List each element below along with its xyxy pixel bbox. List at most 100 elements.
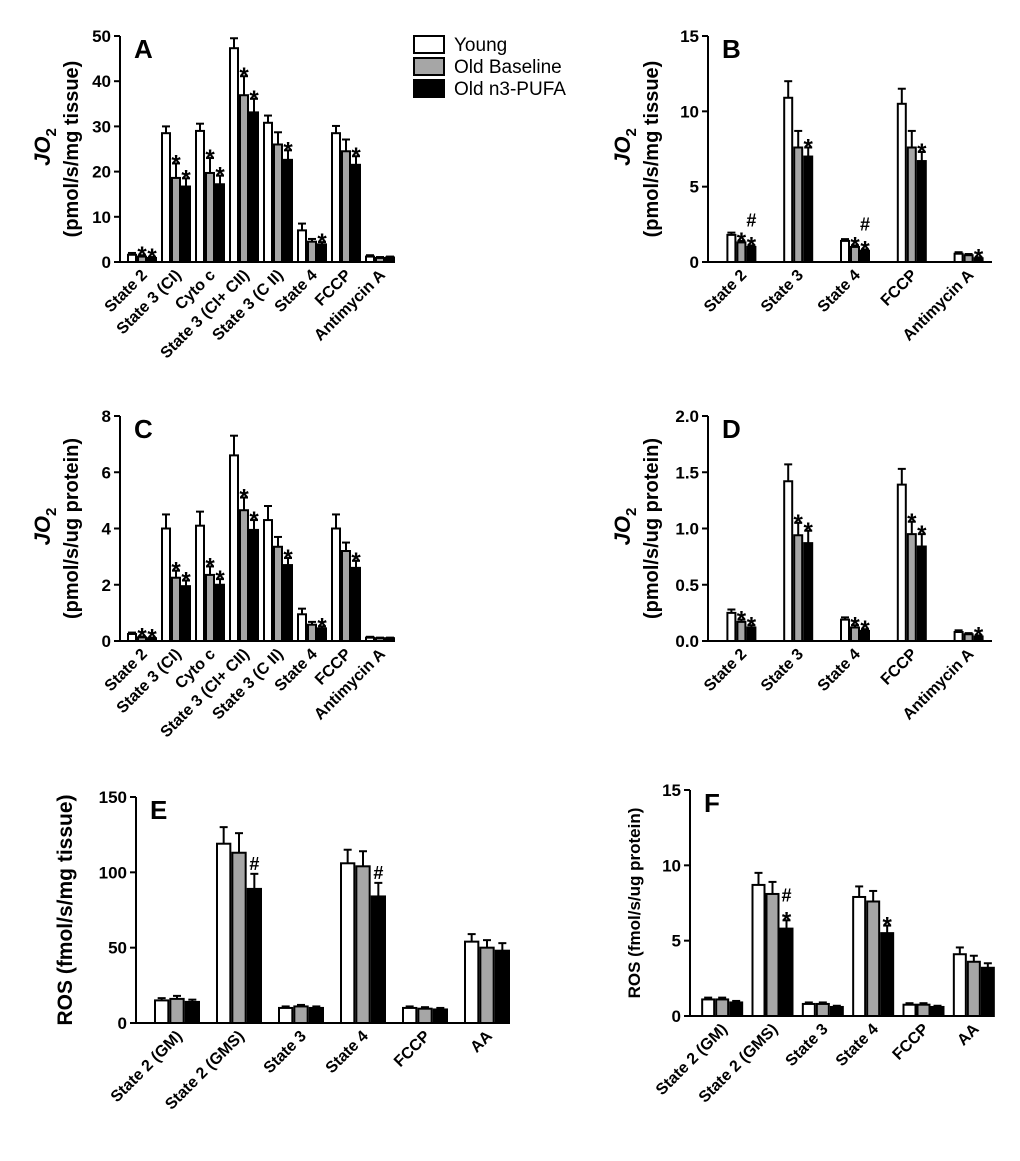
y-axis-label-units: (pmol/s/ug protein) [641,438,663,619]
bar-old-n3-pufa [283,564,293,642]
bar-old-baseline [966,960,981,1018]
panel-label: C [134,414,153,444]
y-tick-label: 2 [102,576,111,595]
x-tick-label: State 2 [701,646,750,695]
significance-asterisk: * [181,165,191,192]
bar-old-n3-pufa [916,545,927,642]
y-axis-label-main: JO2 [610,128,640,166]
bar-young [726,611,737,642]
y-tick-label: 150 [99,788,127,807]
y-tick-label: 20 [92,163,111,182]
bar-old-n3-pufa [729,1001,744,1018]
bar-young [229,47,239,264]
y-axis-label-units: (pmol/s/ug protein) [61,438,83,619]
bar-old-baseline [341,550,351,642]
y-tick-label: 0.0 [675,632,699,651]
bar-old-baseline [793,534,804,642]
significance-hash: # [781,885,791,905]
bar-old-n3-pufa [385,256,395,264]
significance-asterisk: * [215,566,225,593]
bar-young [783,480,794,642]
bar-old-n3-pufa [351,566,361,642]
significance-asterisk: * [860,236,870,263]
y-axis-label-units: (pmol/s/mg tissue) [61,61,83,238]
significance-asterisk: * [137,624,147,651]
y-axis-label-subscript: 2 [43,128,60,136]
bar-old-baseline [916,1003,931,1018]
y-axis-label-symbol: JO [30,516,55,545]
significance-asterisk: * [205,553,215,580]
y-tick-label: 0 [690,253,699,272]
significance-asterisk: * [794,510,804,537]
significance-asterisk: * [249,507,259,534]
significance-asterisk: * [137,242,147,269]
significance-asterisk: * [804,518,814,545]
y-tick-label: 100 [99,863,127,882]
bar-old-baseline [963,633,974,642]
y-tick-label: 0 [102,632,111,651]
significance-asterisk: * [239,485,249,512]
bar-young [801,1002,816,1017]
bar-old-baseline [906,146,917,263]
bar-young [297,613,307,642]
significance-hash: # [249,854,259,874]
y-tick-label: 8 [102,407,111,426]
y-tick-label: 0 [102,253,111,272]
significance-asterisk: * [804,134,814,161]
y-tick-label: 2.0 [675,407,699,426]
bar-old-n3-pufa [803,542,814,642]
bar-old-n3-pufa [916,160,927,263]
legend-swatch [413,79,445,98]
bar-old-baseline [273,143,283,263]
y-axis-label-symbol: JO [30,136,55,165]
x-tick-label: AA [467,1027,496,1056]
bar-young [852,895,867,1017]
x-tick-label: State 3 [758,267,807,316]
x-tick-label: FCCP [878,267,921,310]
y-tick-label: 40 [92,72,111,91]
bar-old-n3-pufa [432,1008,448,1025]
bar-old-n3-pufa [351,163,361,264]
bar-old-baseline [375,256,385,264]
bar-old-baseline [355,865,371,1024]
bar-old-baseline [205,573,215,642]
x-tick-label: AA [954,1020,983,1049]
bar-old-n3-pufa [249,528,259,642]
bar-young [953,252,964,263]
significance-asterisk: * [747,232,757,259]
significance-hash: # [860,214,870,234]
bar-old-baseline [341,150,351,263]
bar-young [161,527,171,642]
bar-young [402,1006,418,1025]
y-tick-label: 0.5 [675,576,699,595]
y-tick-label: 10 [662,856,681,875]
bar-old-n3-pufa [980,966,995,1018]
bar-young [340,862,356,1024]
significance-hash: # [373,863,383,883]
bar-young [365,636,375,642]
bar-young [297,229,307,263]
significance-asterisk: * [907,509,917,536]
y-tick-label: 15 [662,781,681,800]
legend-swatch [413,35,445,54]
legend-label: Young [454,35,507,56]
bar-young [278,1006,294,1025]
bar-old-baseline [231,851,247,1024]
panel-label: D [722,414,741,444]
y-tick-label: 4 [102,520,112,539]
significance-hash: # [746,210,756,230]
significance-asterisk: * [882,913,892,940]
bar-young [263,519,273,642]
y-axis-label-subscript: 2 [623,508,640,516]
x-tick-label: State 3 [783,1021,832,1070]
significance-asterisk: * [860,616,870,643]
y-axis-label-main: JO2 [30,128,60,166]
bar-young [229,454,239,642]
panel-label: A [134,34,153,64]
bar-old-n3-pufa [283,158,293,264]
y-axis-label-symbol: JO [610,136,635,165]
significance-asterisk: * [351,548,361,575]
